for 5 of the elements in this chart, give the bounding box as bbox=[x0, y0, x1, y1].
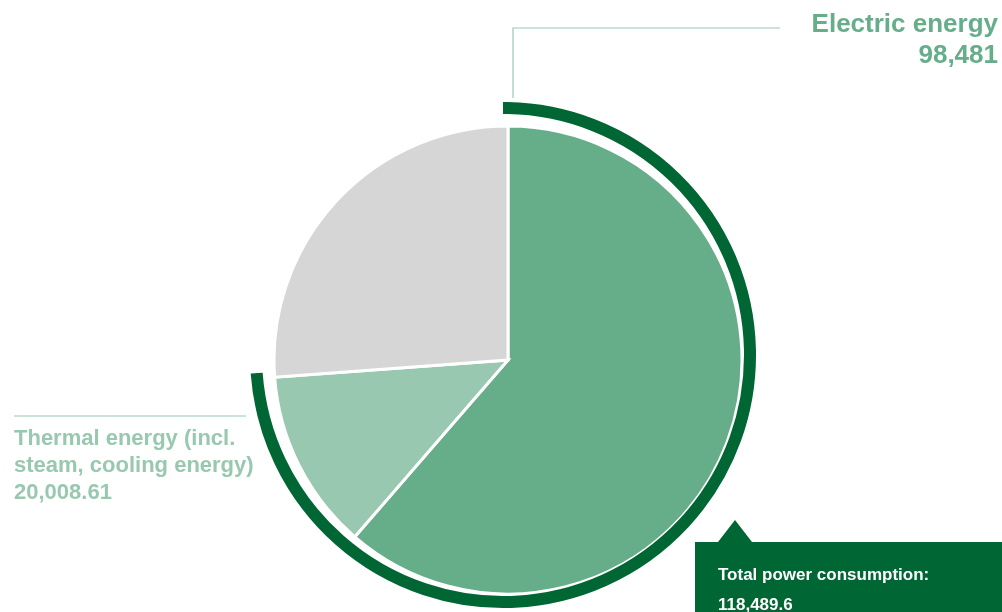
slice-label: Electric energy bbox=[810, 8, 998, 39]
text: Total power consumption: 118,489.6 bbox=[718, 564, 931, 612]
slice-label: Thermal energy (incl. steam, cooling energy) bbox=[14, 424, 255, 478]
data-label: 20,008.61 bbox=[14, 478, 113, 505]
data-label: 98,481 bbox=[917, 39, 998, 70]
